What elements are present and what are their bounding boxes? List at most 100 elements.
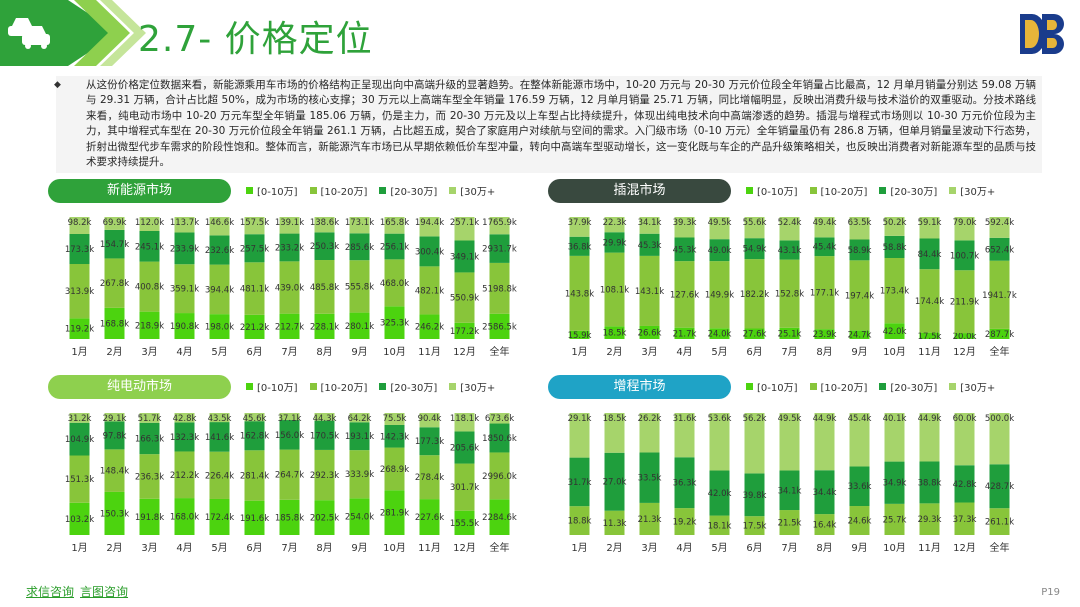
bar-segment — [209, 413, 230, 423]
bar-segment — [849, 506, 870, 535]
data-label: 45.4k — [848, 414, 872, 424]
data-label: 400.8k — [135, 283, 164, 293]
x-tick-label: 3月 — [141, 542, 157, 554]
bar-segment — [419, 266, 440, 315]
bar-segment — [779, 217, 800, 241]
bar-segment — [139, 498, 160, 535]
data-label: 31.2k — [68, 414, 92, 424]
bar-segment — [69, 264, 90, 319]
data-label: 42.8k — [173, 414, 197, 424]
data-label: 29.1k — [568, 414, 592, 424]
bar-segment — [814, 514, 835, 535]
data-label: 25.1k — [778, 329, 802, 339]
bar-segment — [279, 420, 300, 450]
bar-segment — [314, 260, 335, 314]
footer-link-yantu[interactable]: 言图咨询 — [80, 585, 129, 599]
data-label: 90.4k — [418, 414, 442, 424]
data-label: 24.7k — [848, 331, 872, 341]
bar-segment — [314, 500, 335, 535]
page-title: 2.7- 价格定位 — [138, 19, 373, 60]
data-label: 287.7k — [985, 330, 1014, 340]
bar-segment — [69, 455, 90, 503]
x-tick-label: 8月 — [816, 346, 832, 358]
data-label: 2931.7k — [482, 245, 517, 255]
data-label: 60.0k — [953, 414, 977, 424]
bar-segment — [779, 470, 800, 511]
data-label: 482.1k — [415, 286, 444, 296]
data-label: 40.1k — [883, 414, 907, 424]
bar-segment — [744, 328, 765, 339]
data-label: 37.3k — [953, 515, 977, 525]
bar-segment — [349, 413, 370, 423]
bar-segment — [884, 323, 905, 339]
x-tick-label: 8月 — [816, 542, 832, 554]
data-label: 177.3k — [415, 437, 444, 447]
bar-segment — [454, 322, 475, 339]
bar-segment — [314, 232, 335, 261]
bar-segment — [989, 464, 1010, 509]
bar-segment — [139, 230, 160, 262]
chart-nev: 新能源市场 [0-10万] [10-20万] [20-30万] [30万+ 119.2… — [48, 179, 548, 359]
data-label: 261.1k — [985, 518, 1014, 528]
data-label: 38.8k — [918, 478, 942, 488]
x-tick-label: 5月 — [211, 542, 227, 554]
data-label: 25.7k — [883, 515, 907, 525]
data-label: 37.1k — [278, 414, 302, 424]
bar-segment — [674, 237, 695, 262]
bar-segment — [814, 413, 835, 471]
legend-swatch — [449, 187, 457, 194]
data-label: 555.8k — [345, 282, 374, 292]
legend-item: [20-30万] — [379, 379, 437, 394]
data-label: 64.2k — [348, 414, 372, 424]
data-label: 191.8k — [135, 513, 164, 523]
legend-swatch — [879, 383, 887, 390]
data-label: 24.6k — [848, 517, 872, 527]
x-tick-label: 11月 — [418, 346, 441, 358]
data-label: 439.0k — [275, 284, 304, 294]
data-label: 254.0k — [345, 513, 374, 523]
data-label: 281.4k — [240, 472, 269, 482]
data-label: 673.6k — [485, 414, 514, 424]
data-label: 34.9k — [883, 479, 907, 489]
summary-text: 从这份价格定位数据来看，新能源乘用车市场的价格结构正呈现出向中高端升级的显著趋势… — [86, 79, 1036, 169]
legend-swatch — [379, 383, 387, 390]
bar-segment — [139, 217, 160, 231]
bar-segment — [489, 234, 510, 263]
data-label: 233.9k — [170, 244, 199, 254]
bar-segment — [104, 449, 125, 492]
bar-segment — [279, 217, 300, 234]
data-label: 173.1k — [345, 218, 374, 228]
bar-segment — [779, 327, 800, 339]
data-label: 18.5k — [603, 414, 627, 424]
bar-segment — [639, 452, 660, 503]
data-label: 45.3k — [638, 241, 662, 251]
data-label: 132.3k — [170, 433, 199, 443]
data-label: 29.9k — [603, 238, 627, 248]
data-label: 172.4k — [205, 513, 234, 523]
bar-segment — [919, 238, 940, 270]
x-tick-label: 全年 — [990, 345, 1010, 358]
data-label: 221.2k — [240, 323, 269, 333]
data-label: 63.5k — [848, 218, 872, 228]
legend-label: [0-10万] — [257, 383, 298, 394]
data-label: 250.3k — [310, 242, 339, 252]
bar-segment — [989, 217, 1010, 238]
bar-segment — [954, 502, 975, 535]
bar-segment — [384, 424, 405, 448]
data-label: 113.7k — [170, 218, 199, 228]
data-label: 185.8k — [275, 513, 304, 523]
bar-segment — [209, 217, 230, 236]
bar-segment — [279, 413, 300, 421]
legend-label: [10-20万] — [820, 383, 868, 394]
data-label: 151.3k — [65, 475, 94, 485]
bar-segment — [779, 240, 800, 260]
legend-item: [20-30万] — [379, 183, 437, 198]
bar-segment — [709, 328, 730, 339]
data-label: 174.4k — [915, 297, 944, 307]
bar-segment — [709, 217, 730, 240]
data-label: 103.2k — [65, 515, 94, 525]
bar-segment — [384, 306, 405, 339]
footer-link-qiuxin[interactable]: 求信咨询 — [26, 585, 75, 599]
data-label: 190.8k — [170, 322, 199, 332]
legend-swatch — [809, 187, 817, 194]
